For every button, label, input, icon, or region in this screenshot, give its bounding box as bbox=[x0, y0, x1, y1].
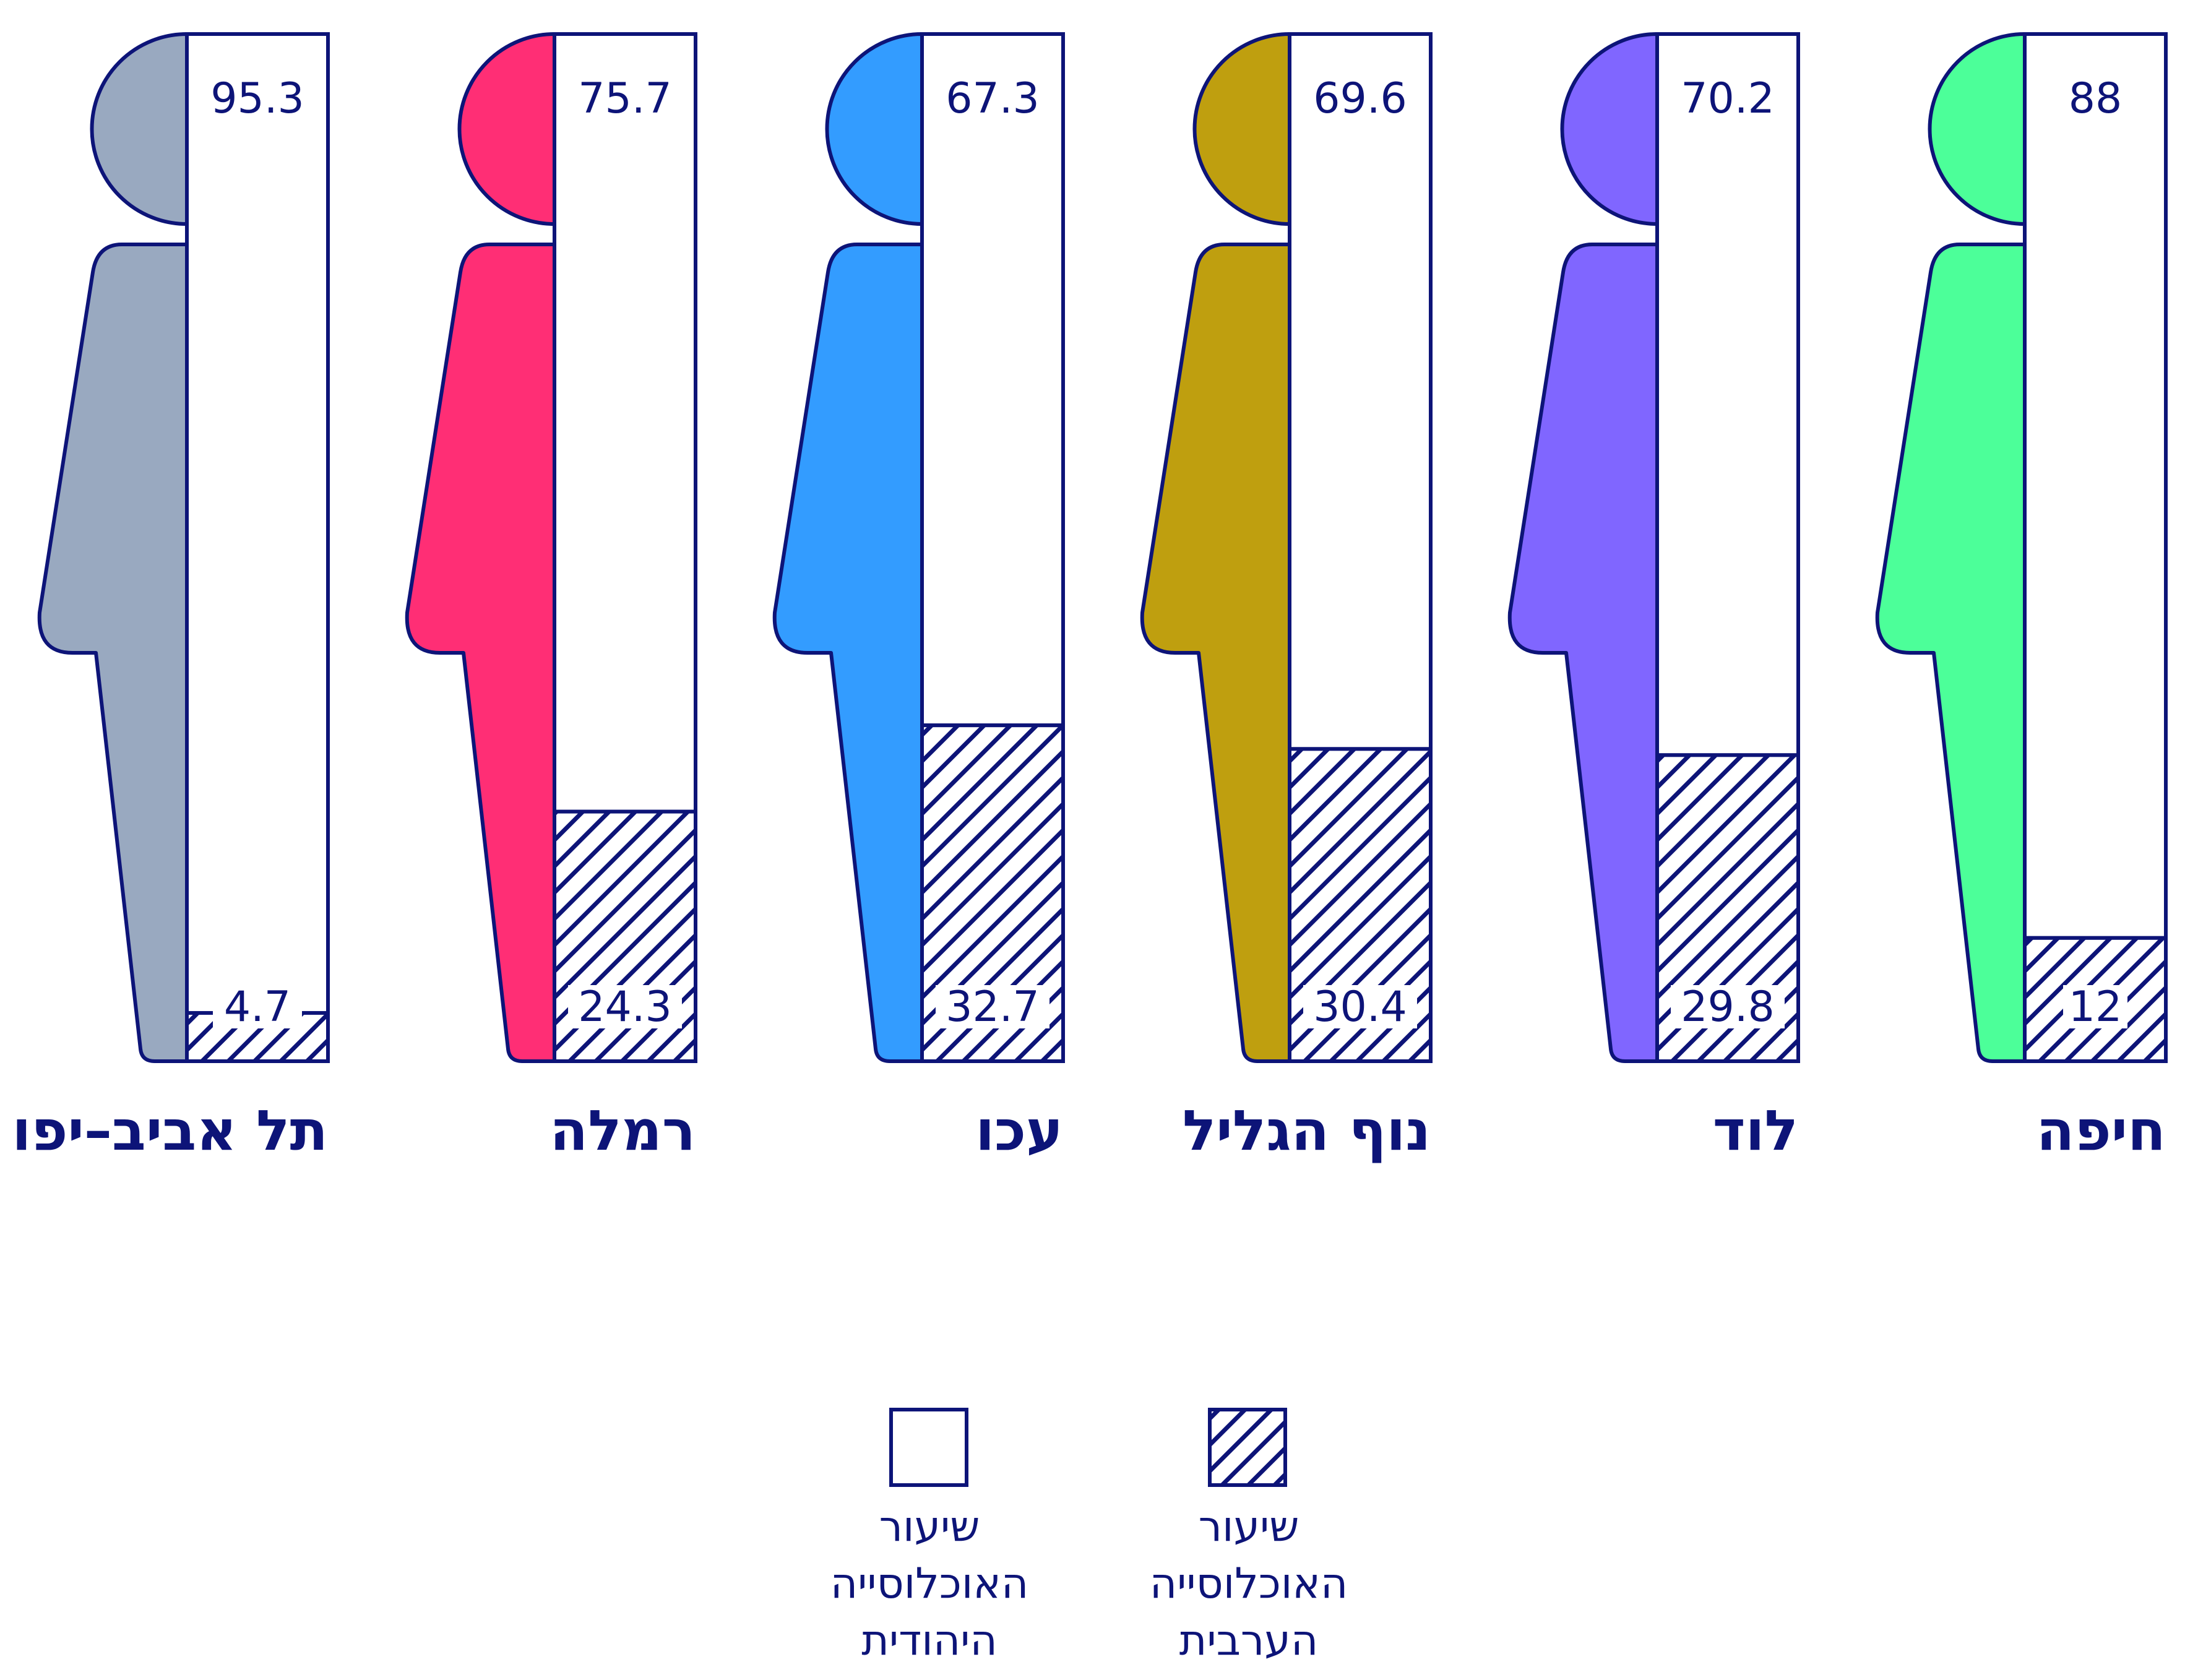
data-label-backing bbox=[2063, 985, 2127, 1028]
person-silhouette bbox=[1140, 32, 1291, 1063]
legend-swatch bbox=[1208, 1408, 1287, 1487]
data-label-arab: 4.7 bbox=[224, 983, 291, 1032]
data-label-arab: 32.7 bbox=[946, 983, 1039, 1032]
city-label: תל אביב–יפו bbox=[12, 1098, 328, 1163]
bar-segment-jewish bbox=[553, 32, 697, 814]
city-figure: 67.3 32.7 bbox=[772, 32, 1065, 1064]
legend-label-line: האוכלוסייה bbox=[830, 1559, 1029, 1608]
data-label-arab: 24.3 bbox=[578, 983, 671, 1032]
bar-segment-jewish bbox=[920, 32, 1065, 728]
data-label-jewish: 69.6 bbox=[1313, 74, 1407, 123]
legend-label-line: הערבית bbox=[1179, 1616, 1319, 1665]
city-label: לוד bbox=[1713, 1098, 1798, 1163]
person-silhouette bbox=[405, 32, 556, 1063]
legend-label-line: האוכלוסייה bbox=[1150, 1559, 1348, 1608]
data-label-jewish: 88 bbox=[2069, 74, 2123, 123]
data-label-backing bbox=[213, 985, 302, 1028]
bar-segment-jewish bbox=[1655, 32, 1800, 757]
person-silhouette bbox=[772, 32, 924, 1063]
legend-label-line: שיעור bbox=[879, 1502, 980, 1551]
city-labels-group: חיפה לוד נוף הגליל עכו רמלה תל אביב–יפו bbox=[12, 1098, 2166, 1163]
data-label-backing bbox=[936, 985, 1049, 1028]
city-figure: 95.3 4.7 bbox=[37, 32, 330, 1063]
data-label-jewish: 95.3 bbox=[210, 74, 304, 123]
person-silhouette bbox=[1875, 32, 2027, 1063]
person-silhouette bbox=[1507, 32, 1659, 1063]
city-label: נוף הגליל bbox=[1183, 1098, 1431, 1163]
legend-swatch bbox=[889, 1408, 968, 1487]
data-label-arab: 12 bbox=[2069, 983, 2123, 1032]
data-label-jewish: 70.2 bbox=[1681, 74, 1774, 123]
data-label-arab: 30.4 bbox=[1313, 983, 1407, 1032]
data-label-backing bbox=[568, 985, 682, 1028]
city-label: עכו bbox=[975, 1098, 1063, 1163]
data-label-jewish: 67.3 bbox=[946, 74, 1039, 123]
data-label-backing bbox=[1303, 985, 1417, 1028]
city-label: חיפה bbox=[2036, 1098, 2166, 1163]
legend-label-line: שיעור bbox=[1199, 1502, 1299, 1551]
city-figure: 70.2 29.8 bbox=[1507, 32, 1800, 1063]
data-label-jewish: 75.7 bbox=[578, 74, 671, 123]
city-label: רמלה bbox=[550, 1098, 696, 1163]
city-figure: 69.6 30.4 bbox=[1140, 32, 1433, 1063]
bar-segment-jewish bbox=[2023, 32, 2168, 940]
person-silhouette bbox=[37, 32, 189, 1063]
bar-segment-jewish bbox=[1288, 32, 1433, 751]
legend-item: שיעור האוכלוסייה הערבית bbox=[1150, 1408, 1348, 1665]
legend-item: שיעור האוכלוסייה היהודית bbox=[830, 1408, 1029, 1665]
city-figure: 88 12 bbox=[1875, 32, 2168, 1064]
city-figure: 75.7 24.3 bbox=[405, 32, 697, 1063]
legend-label-line: היהודית bbox=[861, 1616, 998, 1665]
bar-segment-jewish bbox=[185, 32, 330, 1015]
legend: שיעור האוכלוסייה הערבית שיעור האוכלוסייה היהו… bbox=[830, 1408, 1348, 1665]
figures-group: 88 12 70.2 29.8 69.6 30.4 67.3 32.7 75.7 24.3 95.3… bbox=[37, 32, 2168, 1064]
data-label-backing bbox=[1671, 985, 1785, 1028]
data-label-arab: 29.8 bbox=[1681, 983, 1774, 1032]
